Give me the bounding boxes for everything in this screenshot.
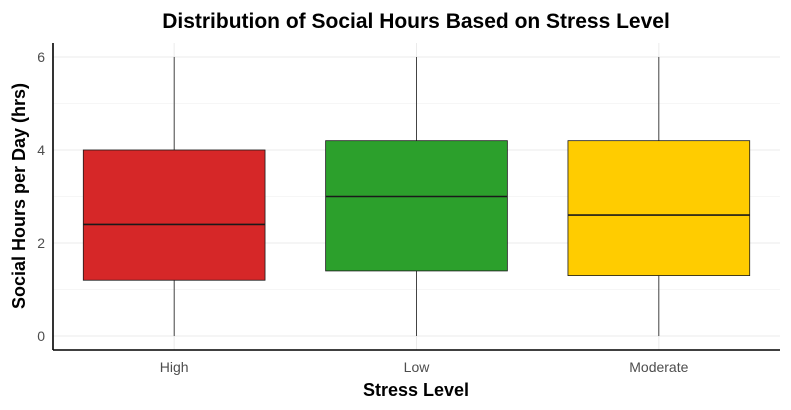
y-tick-labels: 0 2 4 6 (37, 49, 45, 344)
box-rect (82, 149, 266, 281)
y-tick-label: 2 (37, 235, 45, 251)
y-tick-label: 6 (37, 49, 45, 65)
x-tick-label: Moderate (629, 359, 688, 375)
box-low (325, 56, 508, 337)
y-tick-label: 4 (37, 142, 45, 158)
box-rect (325, 140, 508, 272)
box-group (82, 56, 751, 337)
x-tick-label: Low (404, 359, 431, 375)
x-axis-title: Stress Level (363, 380, 469, 400)
y-tick-label: 0 (37, 328, 45, 344)
box-rect (567, 140, 751, 276)
box-high (82, 56, 266, 337)
x-tick-label: High (160, 359, 189, 375)
x-tick-labels: High Low Moderate (160, 359, 689, 375)
y-axis-title: Social Hours per Day (hrs) (9, 83, 29, 309)
box-moderate (567, 56, 751, 337)
chart-title: Distribution of Social Hours Based on St… (162, 10, 670, 33)
